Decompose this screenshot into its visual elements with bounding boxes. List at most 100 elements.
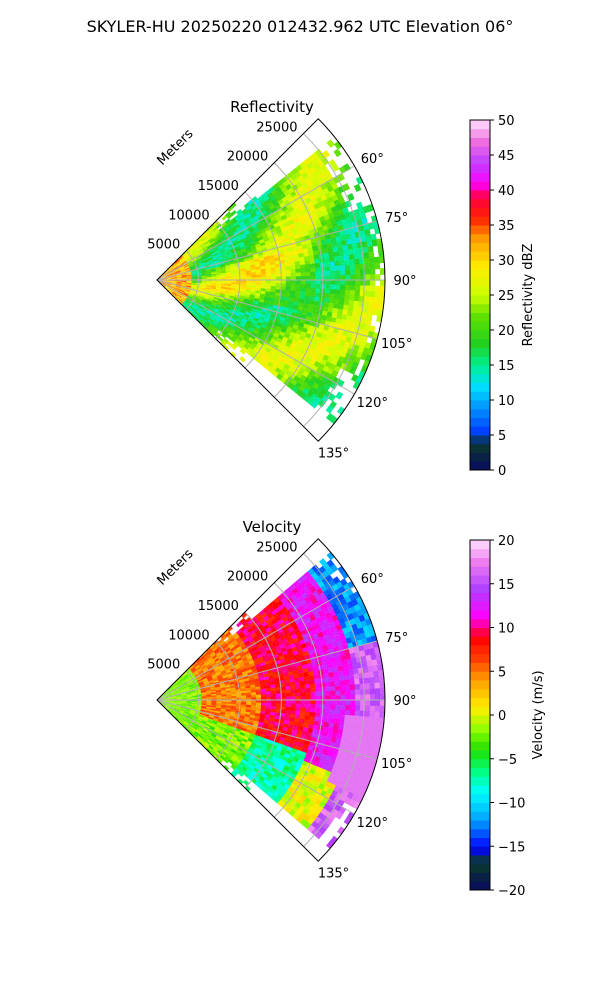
colorbar-band bbox=[470, 662, 490, 672]
colorbar-band bbox=[470, 338, 490, 348]
colorbar-band bbox=[470, 671, 490, 681]
colorbar-band bbox=[470, 706, 490, 716]
reflectivity-range-axis-label: Meters bbox=[155, 126, 197, 168]
colorbar-band bbox=[470, 793, 490, 803]
colorbar-band bbox=[470, 837, 490, 847]
colorbar-band bbox=[470, 566, 490, 576]
azimuth-tick-label: 120° bbox=[357, 396, 388, 411]
colorbar-band bbox=[470, 120, 490, 130]
colorbar-band bbox=[470, 225, 490, 235]
colorbar-band bbox=[470, 330, 490, 340]
range-tick-label: 25000 bbox=[256, 540, 297, 555]
colorbar-band bbox=[470, 435, 490, 445]
velocity-range-labels: 5000 10000 15000 20000 25000 bbox=[147, 540, 297, 672]
colorbar-band bbox=[470, 680, 490, 690]
range-tick-label: 15000 bbox=[198, 599, 239, 614]
reflectivity-grid bbox=[156, 133, 385, 427]
colorbar-band bbox=[470, 461, 490, 471]
range-tick-label: 15000 bbox=[198, 179, 239, 194]
colorbar-band bbox=[470, 785, 490, 795]
figure-suptitle: SKYLER-HU 20250220 012432.962 UTC Elevat… bbox=[87, 17, 514, 36]
colorbar-tick-label: 0 bbox=[498, 464, 506, 479]
colorbar-band bbox=[470, 557, 490, 567]
colorbar-band bbox=[470, 627, 490, 637]
velocity-grid bbox=[156, 553, 385, 847]
colorbar-band bbox=[470, 382, 490, 392]
colorbar-band bbox=[470, 286, 490, 296]
colorbar-band bbox=[470, 277, 490, 287]
colorbar-band bbox=[470, 802, 490, 812]
colorbar-tick-label: 20 bbox=[498, 534, 515, 549]
colorbar-tick-label: 10 bbox=[498, 622, 515, 637]
colorbar-band bbox=[470, 636, 490, 646]
colorbar-tick-label: −10 bbox=[498, 797, 525, 812]
colorbar-band bbox=[470, 400, 490, 410]
colorbar-band bbox=[470, 443, 490, 453]
azimuth-tick-label: 135° bbox=[318, 867, 349, 882]
reflectivity-colorbar-ticks: 0 5 10 15 20 25 30 35 40 45 50 bbox=[490, 114, 515, 479]
colorbar-band bbox=[470, 540, 490, 550]
colorbar-band bbox=[470, 356, 490, 366]
azimuth-tick-label: 120° bbox=[357, 816, 388, 831]
azimuth-tick-label: 75° bbox=[385, 631, 408, 646]
colorbar-band bbox=[470, 198, 490, 208]
range-tick-label: 5000 bbox=[147, 238, 180, 253]
colorbar-band bbox=[470, 723, 490, 733]
colorbar-tick-label: −5 bbox=[498, 753, 517, 768]
colorbar-tick-label: 5 bbox=[498, 429, 506, 444]
colorbar-tick-label: 45 bbox=[498, 149, 515, 164]
colorbar-band bbox=[470, 373, 490, 383]
colorbar-band bbox=[470, 855, 490, 865]
velocity-colorbar-ticks: −20 −15 −10 −5 0 5 10 15 20 bbox=[490, 534, 525, 899]
colorbar-band bbox=[470, 347, 490, 357]
azimuth-tick-label: 60° bbox=[361, 572, 384, 587]
colorbar-band bbox=[470, 846, 490, 856]
colorbar-tick-label: 5 bbox=[498, 665, 506, 680]
colorbar-band bbox=[470, 312, 490, 322]
colorbar-band bbox=[470, 697, 490, 707]
colorbar-tick-label: 15 bbox=[498, 359, 515, 374]
colorbar-band bbox=[470, 653, 490, 663]
colorbar-band bbox=[470, 688, 490, 698]
azimuth-tick-label: 105° bbox=[381, 757, 412, 772]
azimuth-tick-label: 135° bbox=[318, 447, 349, 462]
colorbar-band bbox=[470, 172, 490, 182]
range-tick-label: 5000 bbox=[147, 658, 180, 673]
colorbar-band bbox=[470, 295, 490, 305]
colorbar-band bbox=[470, 872, 490, 882]
velocity-colorbar-label: Velocity (m/s) bbox=[531, 670, 546, 759]
colorbar-band bbox=[470, 575, 490, 585]
colorbar-band bbox=[470, 618, 490, 628]
range-tick-label: 10000 bbox=[168, 628, 209, 643]
colorbar-band bbox=[470, 601, 490, 611]
colorbar-tick-label: −15 bbox=[498, 840, 525, 855]
colorbar-band bbox=[470, 548, 490, 558]
colorbar-band bbox=[470, 365, 490, 375]
colorbar-tick-label: 0 bbox=[498, 709, 506, 724]
colorbar-tick-label: 35 bbox=[498, 219, 515, 234]
colorbar-band bbox=[470, 391, 490, 401]
colorbar-band bbox=[470, 207, 490, 217]
colorbar-tick-label: 40 bbox=[498, 184, 515, 199]
colorbar-band bbox=[470, 260, 490, 270]
velocity-colorbar: −20 −15 −10 −5 0 5 10 15 20 Velocity (m/s) bbox=[469, 534, 546, 899]
colorbar-band bbox=[470, 181, 490, 191]
colorbar-band bbox=[470, 417, 490, 427]
reflectivity-sector-outline bbox=[156, 118, 386, 442]
velocity-sector-outline bbox=[156, 538, 386, 862]
colorbar-tick-label: 50 bbox=[498, 114, 515, 129]
colorbar-band bbox=[470, 741, 490, 751]
colorbar-band bbox=[470, 732, 490, 742]
reflectivity-panel: Reflectivity 5000 10000 15000 20000 25000 60… bbox=[147, 98, 417, 462]
reflectivity-azimuth-labels: 60° 75° 90° 105° 120° 135° bbox=[318, 152, 417, 462]
colorbar-band bbox=[470, 776, 490, 786]
colorbar-tick-label: 25 bbox=[498, 289, 515, 304]
colorbar-band bbox=[470, 452, 490, 462]
azimuth-tick-label: 105° bbox=[381, 337, 412, 352]
colorbar-tick-label: −20 bbox=[498, 884, 525, 899]
colorbar-band bbox=[470, 408, 490, 418]
velocity-panel: Velocity 5000 10000 15000 20000 25000 60° 75°… bbox=[147, 518, 416, 882]
colorbar-band bbox=[470, 881, 490, 891]
velocity-range-axis-label: Meters bbox=[155, 546, 197, 588]
